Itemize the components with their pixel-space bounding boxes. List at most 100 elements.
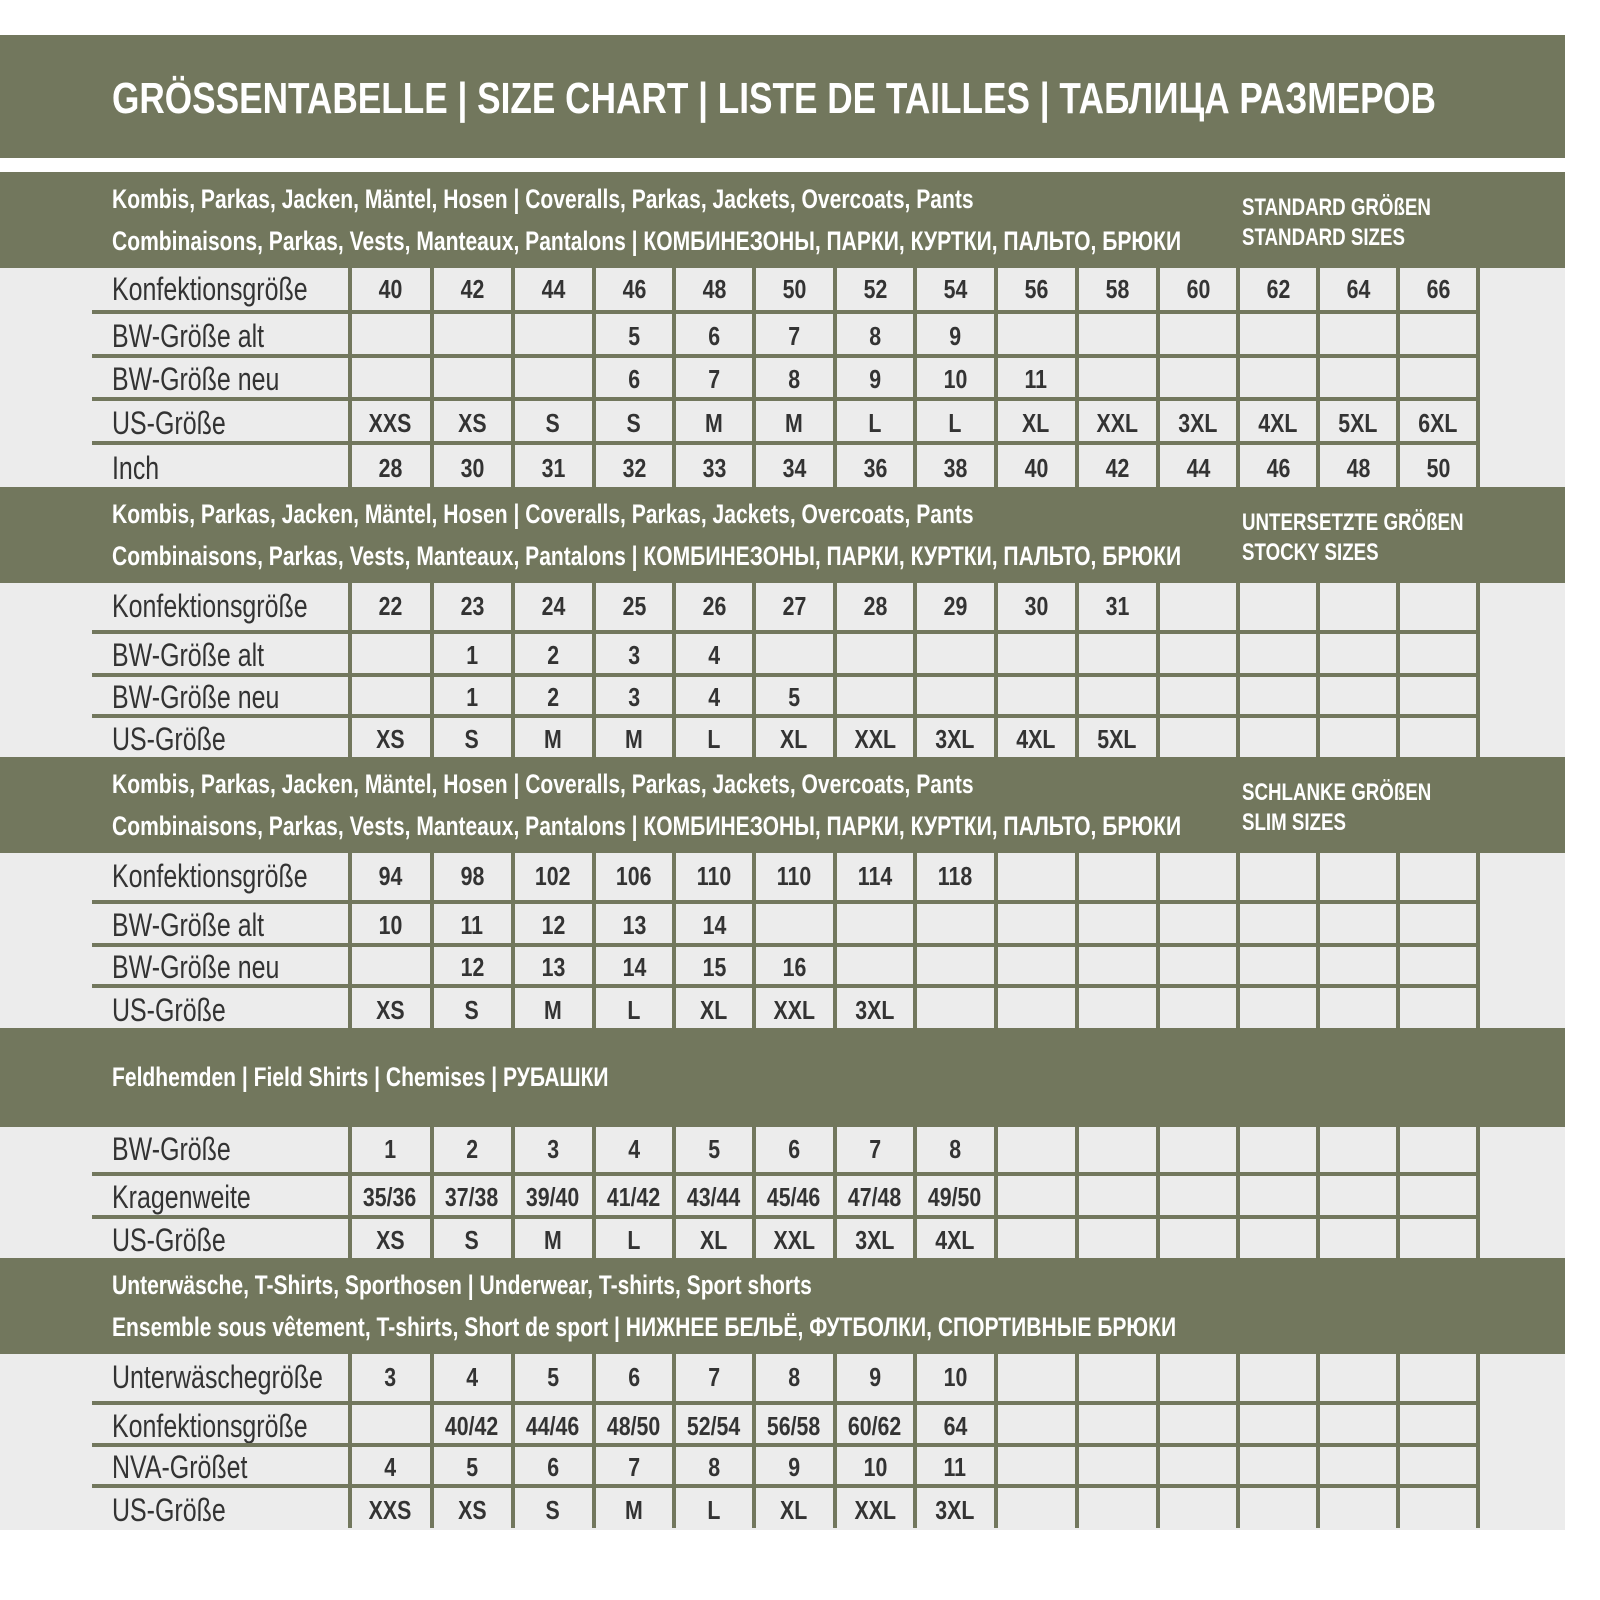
- grid-line: [430, 268, 434, 487]
- table-cell: [1398, 358, 1478, 401]
- grid-line: [1476, 1127, 1480, 1258]
- cell-value: 3XL: [855, 995, 895, 1025]
- table-cell: [1318, 1127, 1398, 1172]
- table-cell: 60/62: [835, 1405, 915, 1447]
- cell-value: 13: [622, 910, 646, 940]
- table-row: BW-Größe neu 1 2 3 4 5: [92, 673, 1476, 715]
- cell-value: 48: [1346, 453, 1370, 483]
- cell-value: 48/50: [607, 1411, 661, 1441]
- cell-value: 60: [1186, 274, 1210, 304]
- table-cell: XXL: [1077, 401, 1157, 445]
- table-cell: 6: [513, 1447, 593, 1488]
- table-cell: 62: [1238, 268, 1318, 310]
- cell-value: 58: [1105, 274, 1129, 304]
- grid-line: [1396, 268, 1400, 487]
- table-cell: 8: [674, 1447, 754, 1488]
- cell-value: 114: [857, 861, 893, 891]
- cell-value: 16: [782, 952, 806, 982]
- table-cell: 94: [350, 853, 430, 900]
- table-cell: 47/48: [835, 1176, 915, 1219]
- table-cell: [1158, 988, 1238, 1032]
- grid-line: [511, 583, 515, 757]
- grid-line: [672, 853, 676, 1028]
- table-cell: [1238, 1354, 1318, 1401]
- table-cell: [915, 904, 995, 947]
- grid-line: [1236, 268, 1240, 487]
- cell-value: 45/46: [767, 1182, 821, 1212]
- table-cell: 58: [1077, 268, 1157, 310]
- size-table: Konfektionsgröße 40 42 44 46 48 50 52 54 56 58 60 62…: [92, 268, 1480, 487]
- table-cell: [1238, 583, 1318, 630]
- row-label: Kragenweite: [112, 1179, 251, 1215]
- grid-line: [994, 583, 998, 757]
- table-cell: 40: [996, 445, 1076, 491]
- table-cell: [1318, 904, 1398, 947]
- grid-line: [592, 268, 596, 487]
- table-cell: [1077, 1219, 1157, 1262]
- row-label: Konfektionsgröße: [112, 858, 308, 894]
- cell-value: 34: [782, 453, 806, 483]
- table-cell: 66: [1398, 268, 1478, 310]
- grid-line: [1476, 1354, 1480, 1528]
- table-cell: [996, 988, 1076, 1032]
- grid-line: [752, 1354, 756, 1528]
- cell-value: 43/44: [687, 1182, 741, 1212]
- cell-value: 6: [788, 1134, 800, 1164]
- cell-value: 6: [628, 1362, 640, 1392]
- table-cell: 36: [835, 445, 915, 491]
- cell-value: S: [626, 408, 642, 438]
- table-cell: [1318, 1354, 1398, 1401]
- cell-value: 8: [949, 1134, 961, 1164]
- cell-value: 10: [863, 1452, 887, 1482]
- section-header: Kombis, Parkas, Jacken, Mäntel, Hosen | …: [0, 757, 1565, 853]
- table-cell: S: [432, 1219, 512, 1262]
- cell-value: 3: [628, 682, 640, 712]
- table-cell: 5: [513, 1354, 593, 1401]
- row-label: BW-Größe alt: [112, 318, 265, 354]
- grid-line: [1156, 583, 1160, 757]
- table-cell: 7: [674, 1354, 754, 1401]
- table-cell: 11: [996, 358, 1076, 401]
- grid-line: [1156, 1127, 1160, 1258]
- table-cell: [1398, 314, 1478, 358]
- grid-line: [672, 268, 676, 487]
- grid-line: [752, 268, 756, 487]
- table-cell: [996, 904, 1076, 947]
- cell-value: 14: [702, 910, 726, 940]
- table-cell: [1077, 1405, 1157, 1447]
- cell-value: S: [464, 1225, 480, 1255]
- row-label: Konfektionsgröße: [112, 271, 308, 307]
- table-cell: [1318, 947, 1398, 988]
- grid-line: [430, 853, 434, 1028]
- grid-line: [672, 583, 676, 757]
- table-cell: [1398, 1488, 1478, 1532]
- grid-line: [672, 1354, 676, 1528]
- table-cell: [432, 358, 512, 401]
- table-cell: [1318, 634, 1398, 677]
- cell-value: 106: [616, 861, 652, 891]
- table-cell: 27: [754, 583, 834, 630]
- table-cell: [1398, 988, 1478, 1032]
- cell-value: 26: [702, 591, 726, 621]
- table-cell: 56: [996, 268, 1076, 310]
- table-cell: [1077, 1176, 1157, 1219]
- table-cell: XL: [674, 1219, 754, 1262]
- cell-value: 8: [708, 1452, 720, 1482]
- section-header: Feldhemden | Field Shirts | Chemises | Р…: [0, 1028, 1565, 1127]
- grid-line: [511, 268, 515, 487]
- cell-value: 39/40: [526, 1182, 580, 1212]
- table-cell: 14: [594, 947, 674, 988]
- cell-value: 28: [378, 453, 402, 483]
- table-cell: [1158, 358, 1238, 401]
- grid-line: [430, 1354, 434, 1528]
- cell-value: 11: [943, 1452, 967, 1482]
- grid-line: [348, 1354, 352, 1528]
- table-cell: [1398, 583, 1478, 630]
- table-cell: [1158, 634, 1238, 677]
- table-cell: [1077, 1127, 1157, 1172]
- table-row: US-Größe XS S M M L XL XXL 3XL 4XL 5XL: [92, 714, 1476, 757]
- table-cell: XL: [754, 718, 834, 761]
- table-cell: [1238, 358, 1318, 401]
- section-title-line: Combinaisons, Parkas, Vests, Manteaux, P…: [112, 541, 1182, 571]
- table-cell: 35/36: [350, 1176, 430, 1219]
